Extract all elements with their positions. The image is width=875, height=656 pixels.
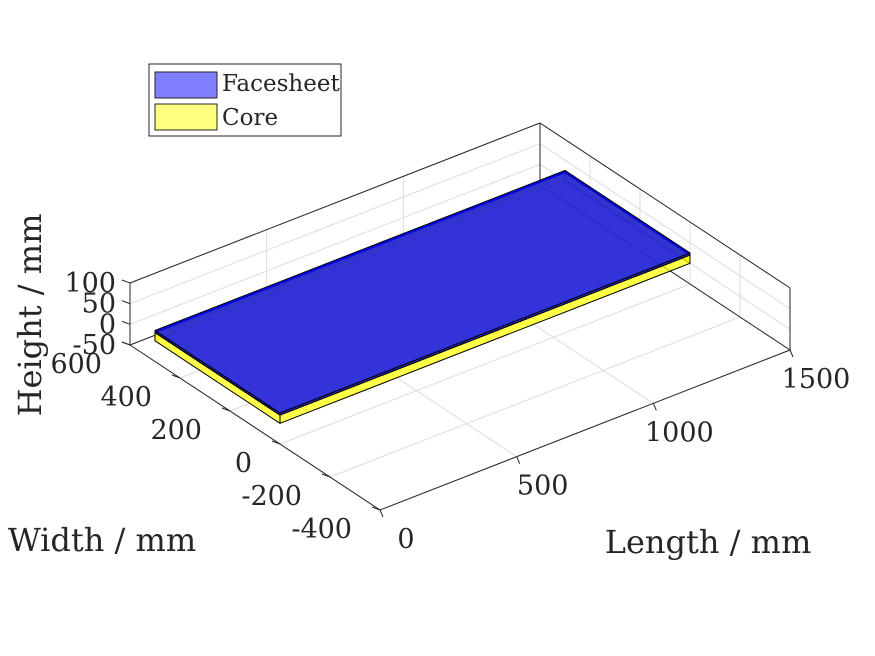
grid-line: [129, 163, 541, 325]
data-boxes: [154, 170, 691, 424]
y-tick-label: 600: [50, 349, 102, 380]
x-tick: [789, 349, 794, 358]
y-tick-label: 400: [100, 382, 152, 413]
grid-line: [279, 283, 691, 445]
legend-label-facesheet: Facesheet: [222, 71, 340, 97]
z-tick-label: 100: [64, 268, 116, 299]
facesheet-box: [154, 170, 691, 416]
y-tick: [271, 440, 281, 445]
z-tick-label: 50: [82, 289, 116, 320]
z-axis-title: Height / mm: [11, 214, 49, 417]
y-tick: [321, 473, 331, 478]
y-tick-label: -200: [241, 481, 302, 512]
legend: Facesheet Core: [148, 63, 342, 137]
grid-line: [539, 143, 791, 310]
legend-label-core: Core: [222, 105, 278, 131]
y-tick: [221, 407, 231, 412]
x-tick: [379, 509, 384, 518]
y-tick: [171, 374, 181, 379]
axes-edge: [539, 122, 791, 289]
legend-swatch-core: [154, 103, 218, 131]
x-tick-label: 1000: [645, 417, 714, 448]
z-tick: [121, 300, 131, 305]
x-tick-label: 500: [517, 471, 569, 502]
y-tick: [371, 506, 381, 511]
x-tick-label: 0: [397, 524, 414, 555]
y-axis-title: Width / mm: [8, 521, 196, 559]
x-tick-label: 1500: [782, 364, 851, 395]
x-axis-title: Length / mm: [605, 523, 812, 561]
z-tick: [121, 320, 131, 325]
z-tick-label: 0: [99, 309, 116, 340]
facesheet-box-top-face: [154, 170, 691, 414]
z-tick: [121, 341, 131, 346]
z-tick: [121, 279, 131, 284]
y-tick-label: -400: [291, 514, 352, 545]
y-tick-label: 0: [235, 448, 252, 479]
y-tick-label: 200: [150, 415, 202, 446]
grid-line: [129, 143, 541, 305]
grid-line: [329, 316, 741, 478]
axes-edge: [129, 122, 541, 284]
axes-edge: [129, 344, 381, 511]
tick-marks: [121, 279, 794, 518]
x-tick: [516, 456, 521, 464]
x-tick: [652, 403, 657, 411]
legend-swatch-facesheet: [154, 71, 218, 99]
axes-edge: [379, 349, 791, 511]
z-tick-label: -50: [73, 330, 116, 361]
